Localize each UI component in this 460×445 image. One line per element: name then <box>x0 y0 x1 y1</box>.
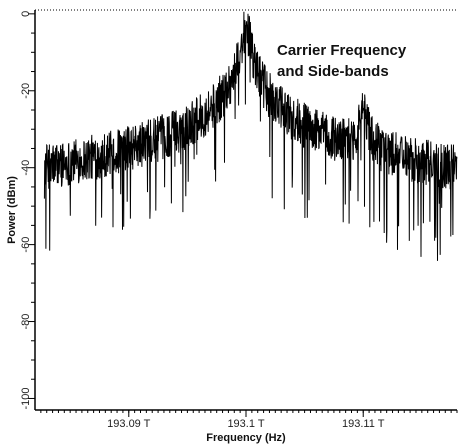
spectrum-series-line <box>43 11 458 261</box>
x-tick-label: 193.09 T <box>107 418 151 430</box>
y-tick-label: -20 <box>20 83 32 99</box>
y-axis-title: Power (dBm) <box>6 176 18 244</box>
y-tick-label: -40 <box>20 160 32 176</box>
x-axis-title: Frequency (Hz) <box>206 432 286 444</box>
y-tick-label: -100 <box>20 387 32 409</box>
y-tick-label: -60 <box>20 237 32 253</box>
x-tick-label: 193.11 T <box>342 418 385 430</box>
spectrum-trace-layer <box>43 11 458 261</box>
annotation-line-2: and Side-bands <box>277 63 389 80</box>
y-tick-label: 0 <box>20 11 32 17</box>
y-axis-ticks: 0 -20 -40 -60 -80 -100 <box>20 11 35 409</box>
y-tick-label: -80 <box>20 314 32 330</box>
x-axis-ticks: 193.09 T 193.1 T 193.11 T <box>40 410 458 430</box>
x-tick-label: 193.1 T <box>227 418 264 430</box>
annotation-line-1: Carrier Frequency <box>277 42 407 59</box>
